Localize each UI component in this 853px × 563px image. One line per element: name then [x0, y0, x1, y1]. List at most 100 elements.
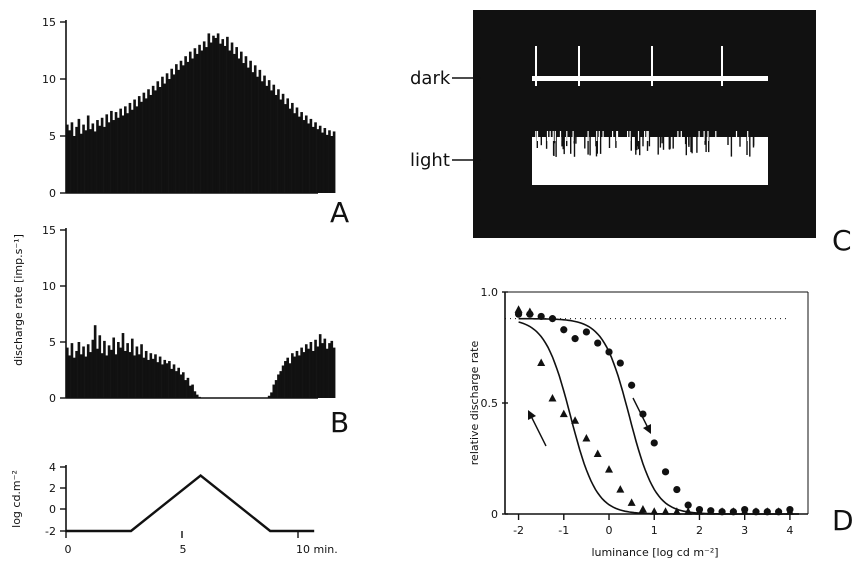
histogram-a-bar-80	[251, 72, 255, 193]
circle-point-10	[628, 381, 636, 389]
histogram-b-bar-97	[291, 353, 294, 398]
histogram-b-bar-0	[66, 347, 69, 398]
histogram-a-bar-103	[304, 115, 308, 193]
light-spike-14	[627, 131, 629, 141]
light-spike-gap-16	[573, 137, 576, 157]
histogram-b-bar-44	[168, 361, 171, 398]
triangle-point-17	[706, 507, 715, 515]
histogram-b-ticklabel-15: 15	[42, 224, 56, 237]
histogram-a-ticklabel-10: 10	[42, 73, 56, 86]
light-spike-28	[552, 131, 554, 141]
stimulus-ticklabel-4: 4	[49, 461, 56, 474]
histogram-a-bar-64	[214, 37, 218, 194]
histogram-b-bar-40	[158, 356, 162, 398]
light-spike-gap-19	[570, 137, 572, 154]
histogram-b-bar-32	[140, 344, 143, 398]
histogram-a-ticklabel-5: 5	[49, 130, 56, 143]
histogram-b-bar-23	[119, 347, 122, 398]
light-spike-gap-41	[608, 137, 611, 148]
light-spike-19	[707, 131, 709, 141]
histogram-a-bar-83	[258, 69, 262, 193]
histogram-b-bar-4	[75, 350, 78, 398]
histogram-a-bar-110	[321, 132, 324, 193]
histogram-b-bar-14	[98, 335, 102, 398]
histogram-b-bar-108	[316, 346, 320, 398]
histogram-a-bar-20	[112, 120, 116, 193]
histogram-a-bar-71	[230, 42, 234, 193]
light-spike-13	[554, 131, 556, 141]
histogram-a-bar-5	[77, 118, 81, 193]
down-arrow-line	[632, 397, 650, 431]
histogram-b-bars	[66, 325, 336, 398]
light-spike-11	[535, 131, 537, 141]
histogram-b-bar-21	[114, 354, 118, 398]
histogram-a-bar-12	[93, 131, 97, 193]
stimulus-ticklabel-2: 2	[49, 482, 56, 495]
light-spike-7	[602, 131, 604, 141]
light-spike-25	[680, 131, 682, 141]
histogram-a-bar-86	[265, 85, 269, 193]
panel-d-ylabel: relative discharge rate	[468, 341, 481, 466]
histogram-a-bar-106	[311, 126, 315, 193]
histogram-a-bar-52	[186, 61, 190, 194]
histogram-b-bar-47	[175, 371, 178, 398]
circle-point-4	[560, 326, 568, 334]
histogram-a-bar-68	[223, 45, 227, 193]
histogram-a-bar-13	[96, 120, 99, 193]
circle-point-12	[650, 439, 658, 447]
circle-point-8	[605, 348, 613, 356]
panel-letter-b: B	[330, 406, 349, 439]
histogram-a-bar-36	[149, 94, 153, 193]
histogram-a-bar-59	[202, 41, 206, 193]
triangle-point-1	[525, 307, 534, 315]
histogram-a-bar-95	[286, 98, 290, 193]
histogram-a-bar-42	[163, 83, 167, 193]
histogram-a-bar-58	[200, 50, 204, 193]
light-spike-gap-54	[685, 137, 687, 156]
light-spike-gap-23	[642, 137, 644, 147]
histogram-a-bar-8	[84, 130, 88, 193]
light-spike-gap-7	[648, 137, 651, 147]
histogram-b-bar-91	[277, 374, 280, 398]
triangle-point-16	[695, 507, 704, 515]
panel-letter-a: A	[330, 196, 349, 229]
triangle-point-22	[763, 507, 772, 515]
histogram-a-bar-38	[154, 90, 157, 193]
discharge-rate-ylabel: discharge rate [imp.s⁻¹]	[12, 234, 25, 366]
histogram-b-bar-115	[332, 347, 336, 398]
light-spike-gap-39	[705, 137, 707, 152]
panel-d-xticklabel-1: -1	[558, 524, 569, 537]
light-spike-gap-26	[566, 137, 568, 147]
histogram-b-bar-7	[82, 346, 85, 398]
light-spike-gap-18	[659, 137, 662, 148]
dark-label-box	[405, 64, 471, 94]
histogram-b-bar-24	[121, 333, 125, 398]
stimulus-ticklabel-minus2: -2	[45, 525, 56, 538]
light-spike-gap-44	[595, 137, 598, 157]
light-spike-gap-50	[563, 137, 565, 155]
histogram-a-bar-3	[72, 136, 76, 193]
light-spike-0	[647, 131, 649, 141]
histogram-b-bar-39	[156, 362, 160, 398]
triangle-point-21	[751, 507, 760, 515]
dark-spike-1	[578, 46, 580, 86]
histogram-a-bar-31	[137, 96, 141, 193]
time-ticklabel-5: 5	[180, 543, 187, 556]
histogram-a-bar-15	[100, 117, 104, 193]
histogram-b-bar-92	[279, 371, 283, 398]
histogram-a-bar-102	[302, 120, 306, 193]
light-spike-gap-37	[730, 137, 733, 157]
histogram-b-bar-111	[323, 338, 327, 398]
histogram-b-bar-34	[144, 350, 148, 398]
light-spike-gap-21	[553, 137, 555, 156]
histogram-a-bar-25	[124, 106, 127, 193]
light-spike-gap-9	[662, 137, 665, 150]
light-spike-5	[616, 131, 618, 141]
histogram-a-bar-94	[284, 104, 287, 193]
histogram-a-bar-28	[130, 109, 134, 193]
panel-d-xticklabel-0: -2	[513, 524, 524, 537]
histogram-b-bar-54	[191, 384, 194, 398]
histogram-b-bar-103	[304, 344, 308, 398]
light-spike-gap-38	[746, 137, 748, 155]
light-spike-23	[747, 131, 749, 141]
